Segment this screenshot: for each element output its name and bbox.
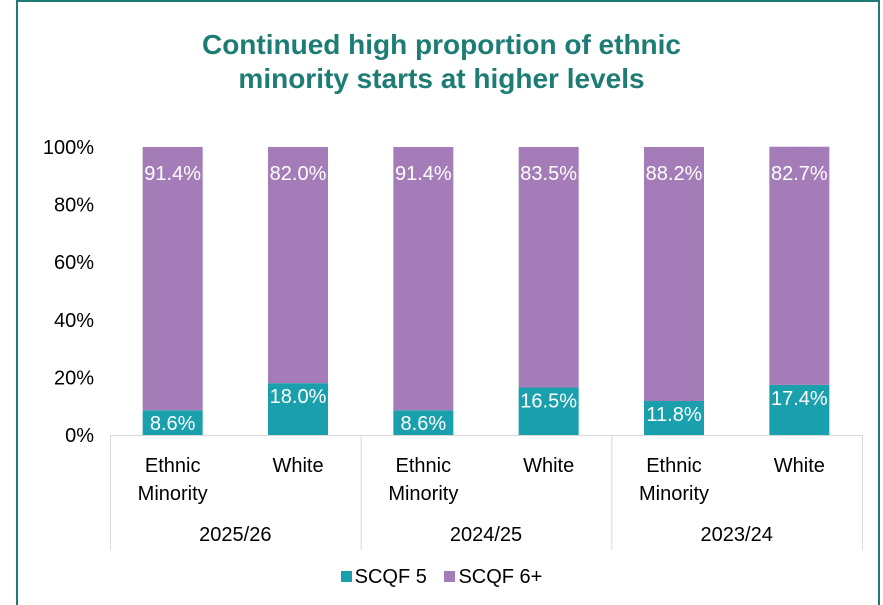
- data-label-scqf-6-plus: 88.2%: [646, 163, 703, 185]
- x-category-label: Minority: [639, 483, 709, 505]
- x-category-label: Minority: [138, 483, 208, 505]
- chart-title-line-2: minority starts at higher levels: [238, 63, 645, 94]
- bar-segment-scqf-6-plus: [518, 147, 579, 388]
- chart-legend: SCQF 5 SCQF 6+: [0, 566, 883, 589]
- chart-title-line-1: Continued high proportion of ethnic: [201, 29, 682, 60]
- y-tick-label: 80%: [54, 195, 94, 217]
- bar-segment-scqf-6-plus: [393, 147, 454, 411]
- y-tick-label: 60%: [54, 252, 94, 274]
- y-tick-label: 20%: [54, 367, 94, 389]
- data-label-scqf-5: 18.0%: [270, 386, 327, 408]
- x-category-label: Ethnic: [396, 455, 452, 477]
- bar-segment-scqf-5: [644, 401, 704, 435]
- y-tick-label: 100%: [43, 137, 94, 159]
- legend-label-scqf-5: SCQF 5: [354, 566, 427, 588]
- x-category-label: White: [523, 455, 574, 477]
- data-label-scqf-6-plus: 82.0%: [270, 163, 327, 185]
- data-label-scqf-5: 16.5%: [520, 390, 577, 412]
- legend-item-scqf-6-plus: SCQF 6+: [444, 566, 542, 589]
- bar-segment-scqf-5: [518, 387, 579, 435]
- bar-segment-scqf-5: [142, 410, 203, 435]
- data-label-scqf-6-plus: 91.4%: [395, 163, 452, 185]
- x-category-label: White: [774, 455, 825, 477]
- data-label-scqf-5: 11.8%: [646, 404, 701, 426]
- data-label-scqf-6-plus: 91.4%: [144, 163, 201, 185]
- x-group-label: 2024/25: [450, 524, 522, 546]
- data-label-scqf-5: 17.4%: [771, 388, 828, 410]
- y-tick-label: 0%: [65, 425, 94, 447]
- bar-segment-scqf-6-plus: [644, 147, 704, 402]
- bar-segment-scqf-6-plus: [142, 147, 203, 411]
- bar-segment-scqf-6-plus: [769, 146, 830, 385]
- chart-title: Continued high proportion of ethnic mino…: [0, 28, 883, 96]
- x-category-label: Ethnic: [145, 455, 201, 477]
- x-group-label: 2025/26: [199, 524, 271, 546]
- data-label-scqf-5: 8.6%: [150, 413, 196, 435]
- x-category-label: Minority: [388, 483, 458, 505]
- data-label-scqf-6-plus: 82.7%: [771, 163, 828, 185]
- bar-segment-scqf-6-plus: [268, 147, 328, 384]
- data-label-scqf-5: 8.6%: [401, 413, 447, 435]
- y-tick-label: 40%: [54, 310, 94, 332]
- bar-segment-scqf-5: [769, 384, 830, 435]
- legend-swatch-scqf-6-plus: [444, 571, 456, 582]
- x-category-label: White: [272, 455, 323, 477]
- data-label-scqf-6-plus: 83.5%: [520, 163, 577, 185]
- x-category-label: Ethnic: [646, 455, 702, 477]
- legend-label-scqf-6-plus: SCQF 6+: [458, 566, 543, 588]
- legend-swatch-scqf-5: [340, 571, 352, 582]
- bar-segment-scqf-5: [268, 383, 328, 435]
- legend-item-scqf-5: SCQF 5: [340, 566, 427, 589]
- bar-segment-scqf-5: [393, 410, 454, 435]
- x-group-label: 2023/24: [701, 524, 773, 546]
